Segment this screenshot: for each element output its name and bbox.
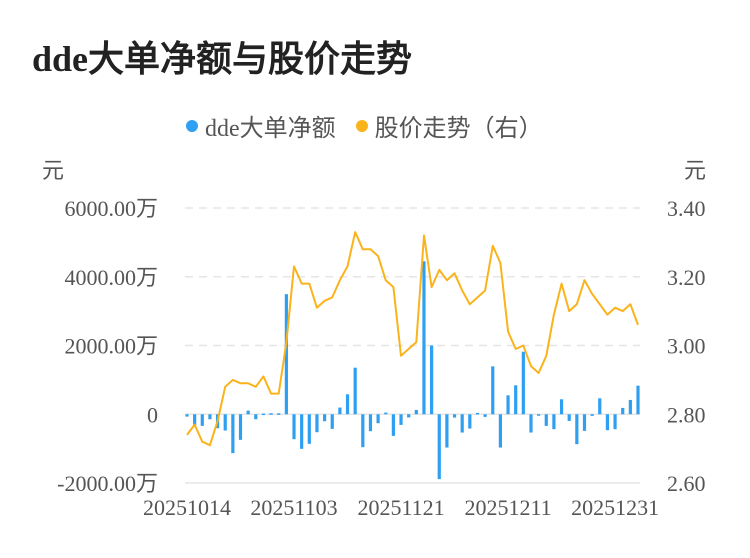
bar <box>452 414 457 418</box>
bar <box>468 414 472 429</box>
bar <box>575 414 579 445</box>
y-right-tick-label: 3.00 <box>667 334 706 359</box>
y-left-unit: 元 <box>42 158 64 183</box>
bar <box>193 414 197 427</box>
bar <box>430 345 434 415</box>
x-tick-label: 20251211 <box>464 495 551 520</box>
bar <box>368 414 373 432</box>
bar <box>399 414 403 425</box>
bar <box>483 414 487 417</box>
price-line <box>186 231 639 447</box>
bar <box>300 414 304 449</box>
bar <box>582 414 587 431</box>
bar <box>315 414 319 433</box>
y-right-unit: 元 <box>684 158 706 183</box>
x-tick-label: 20251121 <box>357 495 444 520</box>
bar <box>605 414 610 431</box>
bar <box>338 407 342 415</box>
y-right-tick-label: 2.60 <box>667 471 706 496</box>
y-right-tick-label: 2.80 <box>667 402 706 427</box>
chart-title: dde大单净额与股价走势 <box>32 39 413 79</box>
bar <box>391 414 395 436</box>
bar <box>277 413 281 415</box>
bar <box>254 414 258 420</box>
bar <box>292 414 296 440</box>
bar <box>506 395 510 415</box>
bar <box>231 414 235 454</box>
bar <box>621 407 625 415</box>
bar <box>628 399 632 415</box>
bar <box>590 414 594 416</box>
bar <box>345 394 350 415</box>
x-tick-label: 20251103 <box>250 495 337 520</box>
bar <box>414 409 418 415</box>
y-left-tick-label: 6000.00万 <box>64 196 158 221</box>
bar <box>353 367 357 415</box>
bar <box>284 294 288 415</box>
x-tick-label: 20251231 <box>571 495 659 520</box>
bar <box>322 414 327 422</box>
legend-marker-line <box>355 119 368 132</box>
bar <box>491 366 495 415</box>
bar <box>460 414 464 433</box>
bar <box>552 414 556 430</box>
legend-label-dde: dde大单净额 <box>205 116 336 142</box>
bar <box>529 414 533 433</box>
bar <box>200 414 204 426</box>
bar <box>445 414 449 448</box>
legend: dde大单净额 股价走势（右） <box>186 108 563 143</box>
bar <box>613 414 617 430</box>
legend-marker-bar <box>186 119 198 132</box>
bar <box>537 414 541 416</box>
bar <box>238 414 243 440</box>
bar <box>208 414 212 420</box>
bar <box>246 410 250 415</box>
bar <box>269 413 273 415</box>
bar <box>567 414 571 421</box>
bar <box>185 414 189 417</box>
bar <box>521 351 525 415</box>
y-left-tick-label: 2000.00万 <box>64 334 158 359</box>
bar <box>559 399 564 415</box>
y-left-tick-label: -2000.00万 <box>57 471 158 496</box>
bar <box>261 413 266 416</box>
legend-label-price: 股价走势（右） <box>374 116 543 142</box>
bar <box>475 412 480 415</box>
bar <box>636 385 640 415</box>
bar <box>498 414 503 448</box>
bar <box>514 385 518 415</box>
bar <box>422 261 426 415</box>
y-right-tick-label: 3.20 <box>667 265 706 290</box>
bar <box>307 414 311 444</box>
legend-item-dde[interactable]: dde大单净额 <box>186 108 336 143</box>
legend-item-price[interactable]: 股价走势（右） <box>355 108 543 143</box>
y-right-tick-label: 3.40 <box>667 196 706 221</box>
bar <box>384 412 388 415</box>
y-left-tick-label: 0 <box>147 402 158 427</box>
bar <box>223 414 227 431</box>
bar <box>361 414 365 448</box>
bar <box>437 414 441 480</box>
bar <box>544 414 548 426</box>
bar <box>376 414 380 424</box>
bar <box>330 414 334 429</box>
bar <box>407 414 411 418</box>
bar <box>598 398 602 415</box>
x-tick-label: 20251014 <box>143 495 231 520</box>
y-left-tick-label: 4000.00万 <box>64 265 158 290</box>
